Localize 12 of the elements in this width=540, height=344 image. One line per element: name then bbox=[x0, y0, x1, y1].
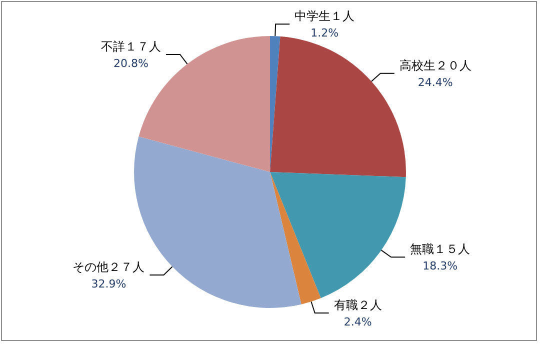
data-label: 18.3% bbox=[422, 260, 458, 273]
data-label: 32.9% bbox=[91, 277, 126, 290]
slice-label: 有職２人 bbox=[334, 298, 382, 312]
data-label: 2.4% bbox=[344, 316, 372, 329]
slice-label: 高校生２０人 bbox=[399, 58, 472, 72]
data-label: 20.8% bbox=[114, 56, 149, 70]
slice-label: その他２７人 bbox=[72, 260, 145, 274]
data-label: 24.4% bbox=[418, 76, 453, 89]
data-label: 1.2% bbox=[310, 26, 339, 40]
slice-label: 不詳１７人 bbox=[101, 39, 162, 54]
slice-label: 中学生１人 bbox=[294, 9, 355, 24]
slice-label: 無職１５人 bbox=[410, 242, 470, 256]
